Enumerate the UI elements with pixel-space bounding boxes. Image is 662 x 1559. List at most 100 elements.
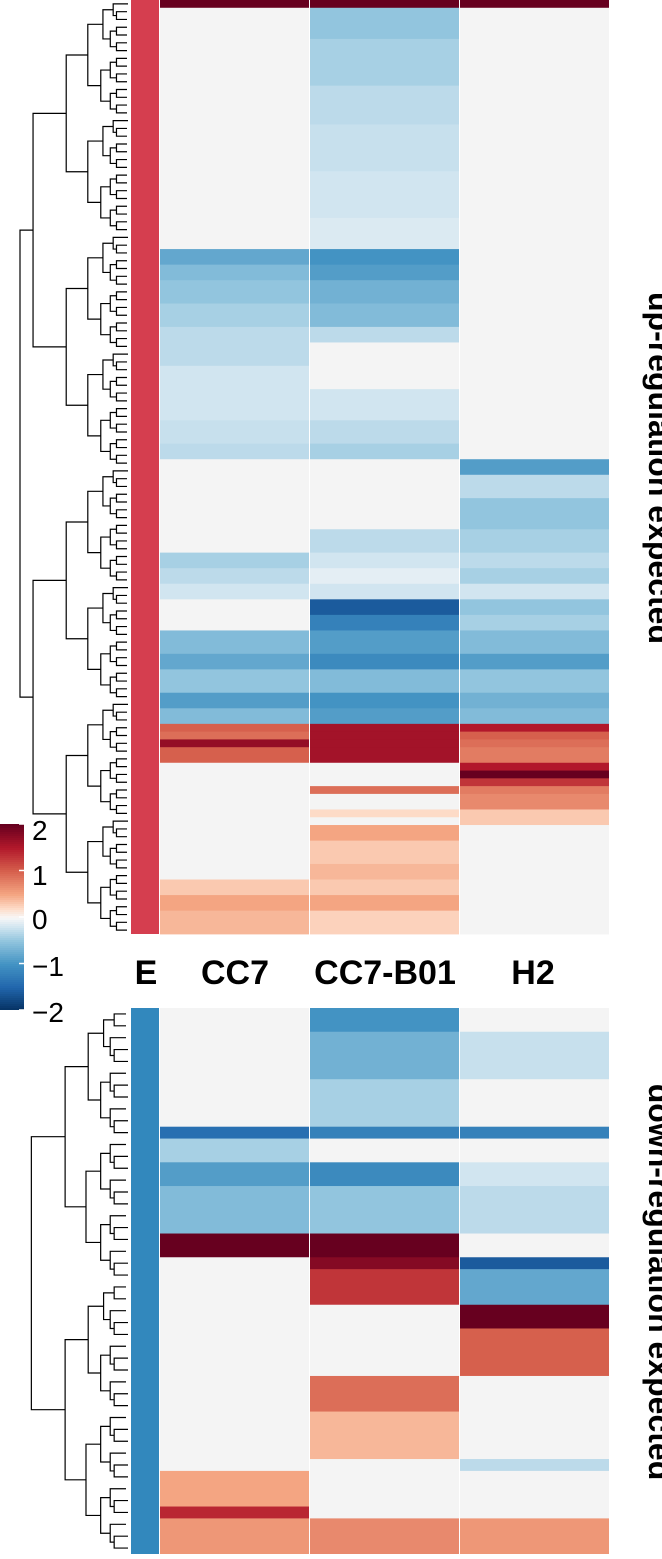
dendrogram-branch xyxy=(113,1191,128,1205)
dendrogram-branch xyxy=(115,509,127,519)
legend-swatch xyxy=(0,916,24,918)
dendrogram-branch xyxy=(109,676,117,694)
dendrogram-branch xyxy=(115,524,127,534)
heatmap-cell xyxy=(310,840,459,865)
heatmap-cell xyxy=(160,342,309,367)
heatmap-cell xyxy=(160,825,309,841)
dendrogram-branch xyxy=(115,26,127,36)
dendrogram-branch xyxy=(109,61,117,79)
legend-swatch xyxy=(0,878,24,880)
heatmap-cell xyxy=(460,910,609,935)
heatmap-cell xyxy=(310,0,459,9)
dendrogram-branch xyxy=(109,209,117,227)
heatmap-cell xyxy=(160,552,309,569)
heatmap-cell xyxy=(460,793,609,810)
heatmap-cell xyxy=(160,7,309,40)
heatmap-cell xyxy=(160,910,309,935)
heatmap-cell xyxy=(460,0,609,9)
heatmap-cell xyxy=(160,498,309,530)
heatmap-cell xyxy=(160,770,309,779)
legend-swatch xyxy=(0,856,24,858)
heatmap-cell xyxy=(160,1126,309,1139)
heatmap-cell xyxy=(310,669,459,694)
dendrogram-branch xyxy=(109,1488,126,1508)
legend-swatch xyxy=(0,984,24,986)
heatmap-cell xyxy=(160,217,309,250)
legend-tick-minus-1: −1 xyxy=(32,951,64,982)
dendrogram-branch xyxy=(109,1381,126,1401)
heatmap-cell xyxy=(310,85,459,125)
heatmap-cell xyxy=(460,1186,609,1234)
legend-swatch xyxy=(0,976,24,978)
dendrogram-branch xyxy=(115,571,127,581)
dendrogram-branch xyxy=(109,559,117,577)
dendrogram-branch xyxy=(115,11,127,21)
heatmap-cell xyxy=(160,614,309,631)
heatmap-cell xyxy=(460,825,609,841)
dendrogram-branch xyxy=(113,1155,128,1169)
legend-swatch xyxy=(0,922,24,924)
legend-swatch xyxy=(0,992,24,994)
legend-swatch xyxy=(0,912,24,914)
dendrogram-branch xyxy=(115,221,127,231)
heatmap-cell xyxy=(160,249,309,266)
heatmap-cell xyxy=(310,264,459,281)
legend-swatch xyxy=(0,828,24,830)
legend-swatch xyxy=(0,876,24,878)
dendrogram-branch xyxy=(112,3,128,17)
heatmap-cell xyxy=(160,793,309,810)
heatmap-cell xyxy=(160,723,309,733)
dendrogram-branch xyxy=(100,769,111,803)
heatmap-cell xyxy=(310,910,459,935)
legend-swatch xyxy=(0,836,24,838)
dendrogram-branch xyxy=(115,408,127,418)
dendrogram-branch xyxy=(100,302,111,336)
heatmap-cell xyxy=(160,1257,309,1270)
heatmap-cell xyxy=(160,692,309,709)
legend-swatch xyxy=(0,844,24,846)
heatmap-cell xyxy=(160,708,309,725)
legend-swatch xyxy=(0,824,24,826)
legend-swatch xyxy=(0,940,24,942)
legend-swatch xyxy=(0,832,24,834)
heatmap-cell xyxy=(460,1304,609,1329)
heatmap-cell xyxy=(160,1138,309,1163)
dendrogram-branch xyxy=(113,1357,128,1371)
dendrogram-branch xyxy=(100,1425,111,1463)
heatmap-cell xyxy=(160,653,309,670)
heatmap-cell xyxy=(310,786,459,795)
dendrogram-branch xyxy=(113,1084,128,1098)
legend-swatch xyxy=(0,888,24,890)
dendrogram-branch xyxy=(32,112,67,348)
heatmap-cell xyxy=(160,1008,309,1033)
heatmap-cell xyxy=(160,583,309,600)
heatmap-cell xyxy=(310,1470,459,1507)
heatmap-cell xyxy=(310,723,459,733)
legend-swatch xyxy=(0,952,24,954)
legend-swatch xyxy=(0,858,24,860)
dendrogram-branch xyxy=(115,843,127,853)
dendrogram-branch xyxy=(115,337,127,347)
heatmap-cell xyxy=(310,614,459,631)
dendrogram-branch xyxy=(109,847,117,865)
heatmap-cell xyxy=(460,303,609,328)
dendrogram-branch xyxy=(115,688,127,698)
legend-swatch xyxy=(0,866,24,868)
heatmap-cell xyxy=(310,1328,459,1377)
heatmap-cell xyxy=(310,653,459,670)
heatmap-cell xyxy=(460,840,609,865)
heatmap-cell xyxy=(310,7,459,40)
heatmap-cell xyxy=(310,1079,459,1128)
legend-swatch xyxy=(0,862,24,864)
heatmap-cell xyxy=(310,1459,459,1472)
legend-swatch xyxy=(0,852,24,854)
heatmap-cell xyxy=(460,653,609,670)
column-label-cc7: CC7 xyxy=(200,954,270,992)
heatmap-cell xyxy=(160,1162,309,1187)
legend-swatch xyxy=(0,930,24,932)
heatmap-cell xyxy=(460,1328,609,1377)
dendrogram-branch xyxy=(113,1013,126,1027)
heatmap-cell xyxy=(460,895,609,912)
heatmap-cell xyxy=(160,0,309,9)
heatmap-cell xyxy=(460,1138,609,1163)
